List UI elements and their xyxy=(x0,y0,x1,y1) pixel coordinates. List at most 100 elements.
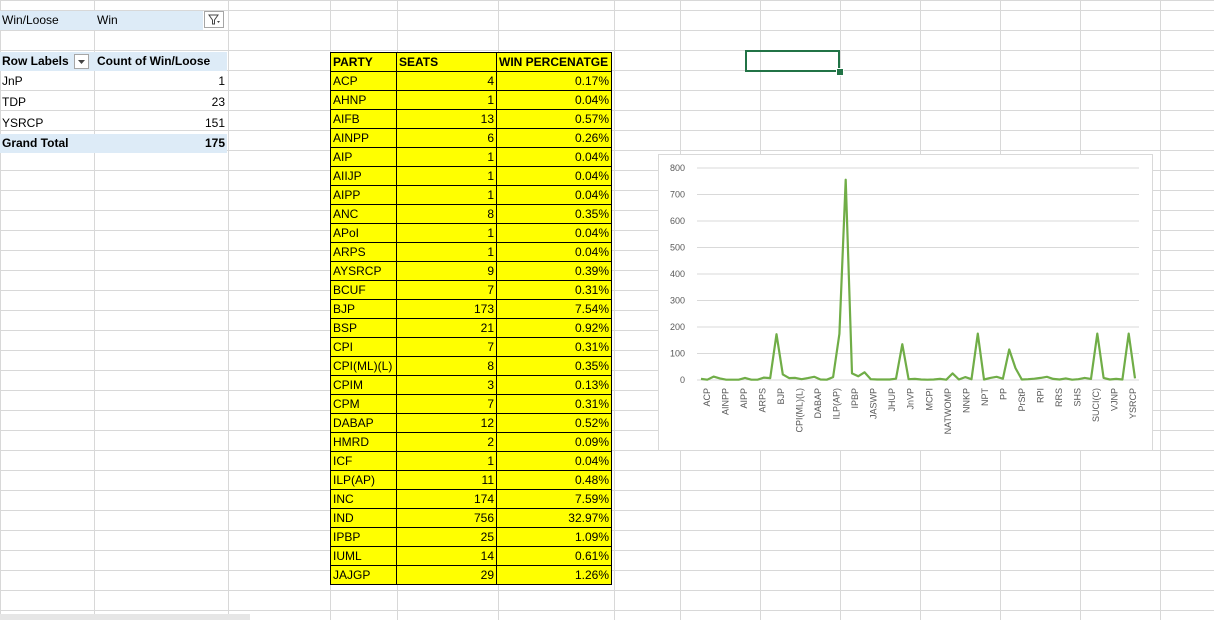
filter-funnel-icon xyxy=(208,14,220,25)
cell-seats[interactable]: 1 xyxy=(396,90,497,110)
cell-party[interactable]: DABAP xyxy=(330,413,397,433)
cell-party[interactable]: JAJGP xyxy=(330,565,397,585)
cell-seats[interactable]: 8 xyxy=(396,204,497,224)
cell-win-percentage[interactable]: 0.04% xyxy=(496,185,612,205)
fill-handle[interactable] xyxy=(836,68,844,76)
cell-seats[interactable]: 4 xyxy=(396,71,497,91)
cell-party[interactable]: AIP xyxy=(330,147,397,167)
cell-party[interactable]: CPIM xyxy=(330,375,397,395)
cell-party[interactable]: BCUF xyxy=(330,280,397,300)
cell-win-percentage[interactable]: 1.09% xyxy=(496,527,612,547)
cell-win-percentage[interactable]: 0.04% xyxy=(496,90,612,110)
x-tick-label: JnVP xyxy=(906,388,916,410)
selected-cell[interactable] xyxy=(745,50,840,72)
cell-win-percentage[interactable]: 0.04% xyxy=(496,223,612,243)
cell-seats[interactable]: 14 xyxy=(396,546,497,566)
cell-party[interactable]: ARPS xyxy=(330,242,397,262)
horizontal-scrollbar[interactable] xyxy=(0,614,250,620)
cell-win-percentage[interactable]: 0.39% xyxy=(496,261,612,281)
cell-win-percentage[interactable]: 0.35% xyxy=(496,204,612,224)
cell-party[interactable]: BSP xyxy=(330,318,397,338)
cell-seats[interactable]: 3 xyxy=(396,375,497,395)
cell-win-percentage[interactable]: 0.17% xyxy=(496,71,612,91)
cell-seats[interactable]: 7 xyxy=(396,280,497,300)
table-row: IND 756 32.97% xyxy=(330,508,612,528)
cell-seats[interactable]: 12 xyxy=(396,413,497,433)
cell-win-percentage[interactable]: 0.31% xyxy=(496,337,612,357)
cell-seats[interactable]: 9 xyxy=(396,261,497,281)
cell-seats[interactable]: 25 xyxy=(396,527,497,547)
cell-party[interactable]: BJP xyxy=(330,299,397,319)
header-seats[interactable]: SEATS xyxy=(396,52,497,72)
cell-seats[interactable]: 1 xyxy=(396,166,497,186)
cell-win-percentage[interactable]: 0.52% xyxy=(496,413,612,433)
cell-seats[interactable]: 1 xyxy=(396,185,497,205)
cell-party[interactable]: IND xyxy=(330,508,397,528)
cell-win-percentage[interactable]: 0.26% xyxy=(496,128,612,148)
cell-seats[interactable]: 1 xyxy=(396,223,497,243)
cell-seats[interactable]: 11 xyxy=(396,470,497,490)
cell-party[interactable]: ICF xyxy=(330,451,397,471)
cell-seats[interactable]: 6 xyxy=(396,128,497,148)
cell-party[interactable]: HMRD xyxy=(330,432,397,452)
cell-win-percentage[interactable]: 0.92% xyxy=(496,318,612,338)
cell-party[interactable]: AINPP xyxy=(330,128,397,148)
cell-seats[interactable]: 174 xyxy=(396,489,497,509)
cell-seats[interactable]: 13 xyxy=(396,109,497,129)
cell-win-percentage[interactable]: 0.57% xyxy=(496,109,612,129)
header-win-percentage[interactable]: WIN PERCENATGE xyxy=(496,52,612,72)
cell-seats[interactable]: 7 xyxy=(396,337,497,357)
cell-party[interactable]: ACP xyxy=(330,71,397,91)
cell-win-percentage[interactable]: 0.04% xyxy=(496,147,612,167)
cell-party[interactable]: AIIJP xyxy=(330,166,397,186)
party-seats-table: PARTY SEATS WIN PERCENATGE ACP 4 0.17% AHNP… xyxy=(330,52,612,585)
cell-seats[interactable]: 21 xyxy=(396,318,497,338)
cell-party[interactable]: AYSRCP xyxy=(330,261,397,281)
cell-party[interactable]: CPM xyxy=(330,394,397,414)
cell-party[interactable]: CPI xyxy=(330,337,397,357)
table-row: CPIM 3 0.13% xyxy=(330,375,612,395)
cell-party[interactable]: INC xyxy=(330,489,397,509)
cell-win-percentage[interactable]: 0.04% xyxy=(496,242,612,262)
cell-party[interactable]: AIPP xyxy=(330,185,397,205)
cell-seats[interactable]: 756 xyxy=(396,508,497,528)
cell-party[interactable]: AIFB xyxy=(330,109,397,129)
x-tick-label: AIPP xyxy=(739,388,749,409)
cell-win-percentage[interactable]: 0.04% xyxy=(496,451,612,471)
cell-win-percentage[interactable]: 0.04% xyxy=(496,166,612,186)
cell-seats[interactable]: 173 xyxy=(396,299,497,319)
cell-win-percentage[interactable]: 7.59% xyxy=(496,489,612,509)
row-labels-dropdown-button[interactable] xyxy=(74,54,89,69)
cell-party[interactable]: ILP(AP) xyxy=(330,470,397,490)
cell-party[interactable]: AHNP xyxy=(330,90,397,110)
cell-seats[interactable]: 8 xyxy=(396,356,497,376)
cell-party[interactable]: CPI(ML)(L) xyxy=(330,356,397,376)
cell-win-percentage[interactable]: 0.13% xyxy=(496,375,612,395)
header-party[interactable]: PARTY xyxy=(330,52,397,72)
cell-win-percentage[interactable]: 0.48% xyxy=(496,470,612,490)
cell-win-percentage[interactable]: 7.54% xyxy=(496,299,612,319)
cell-win-percentage[interactable]: 32.97% xyxy=(496,508,612,528)
cell-win-percentage[interactable]: 0.31% xyxy=(496,280,612,300)
cell-win-percentage[interactable]: 1.26% xyxy=(496,565,612,585)
cell-win-percentage[interactable]: 0.31% xyxy=(496,394,612,414)
cell-win-percentage[interactable]: 0.35% xyxy=(496,356,612,376)
filter-dropdown-button[interactable] xyxy=(204,11,224,28)
cell-party[interactable]: IPBP xyxy=(330,527,397,547)
pivot-row-count: 1 xyxy=(218,74,225,88)
cell-seats[interactable]: 1 xyxy=(396,147,497,167)
cell-seats[interactable]: 29 xyxy=(396,565,497,585)
cell-seats[interactable]: 1 xyxy=(396,242,497,262)
cell-seats[interactable]: 1 xyxy=(396,451,497,471)
cell-party[interactable]: ANC xyxy=(330,204,397,224)
cell-party[interactable]: IUML xyxy=(330,546,397,566)
cell-seats[interactable]: 7 xyxy=(396,394,497,414)
cell-win-percentage[interactable]: 0.61% xyxy=(496,546,612,566)
cell-win-percentage[interactable]: 0.09% xyxy=(496,432,612,452)
cell-party[interactable]: APoI xyxy=(330,223,397,243)
cell-seats[interactable]: 2 xyxy=(396,432,497,452)
x-tick-label: AINPP xyxy=(721,388,731,415)
line-chart[interactable]: 0 100 200 300 400 500 600 700 800 ACP AINPP AIPP ARP… xyxy=(658,154,1153,451)
x-tick-label: PP xyxy=(998,388,1008,400)
table-row: DABAP 12 0.52% xyxy=(330,413,612,433)
